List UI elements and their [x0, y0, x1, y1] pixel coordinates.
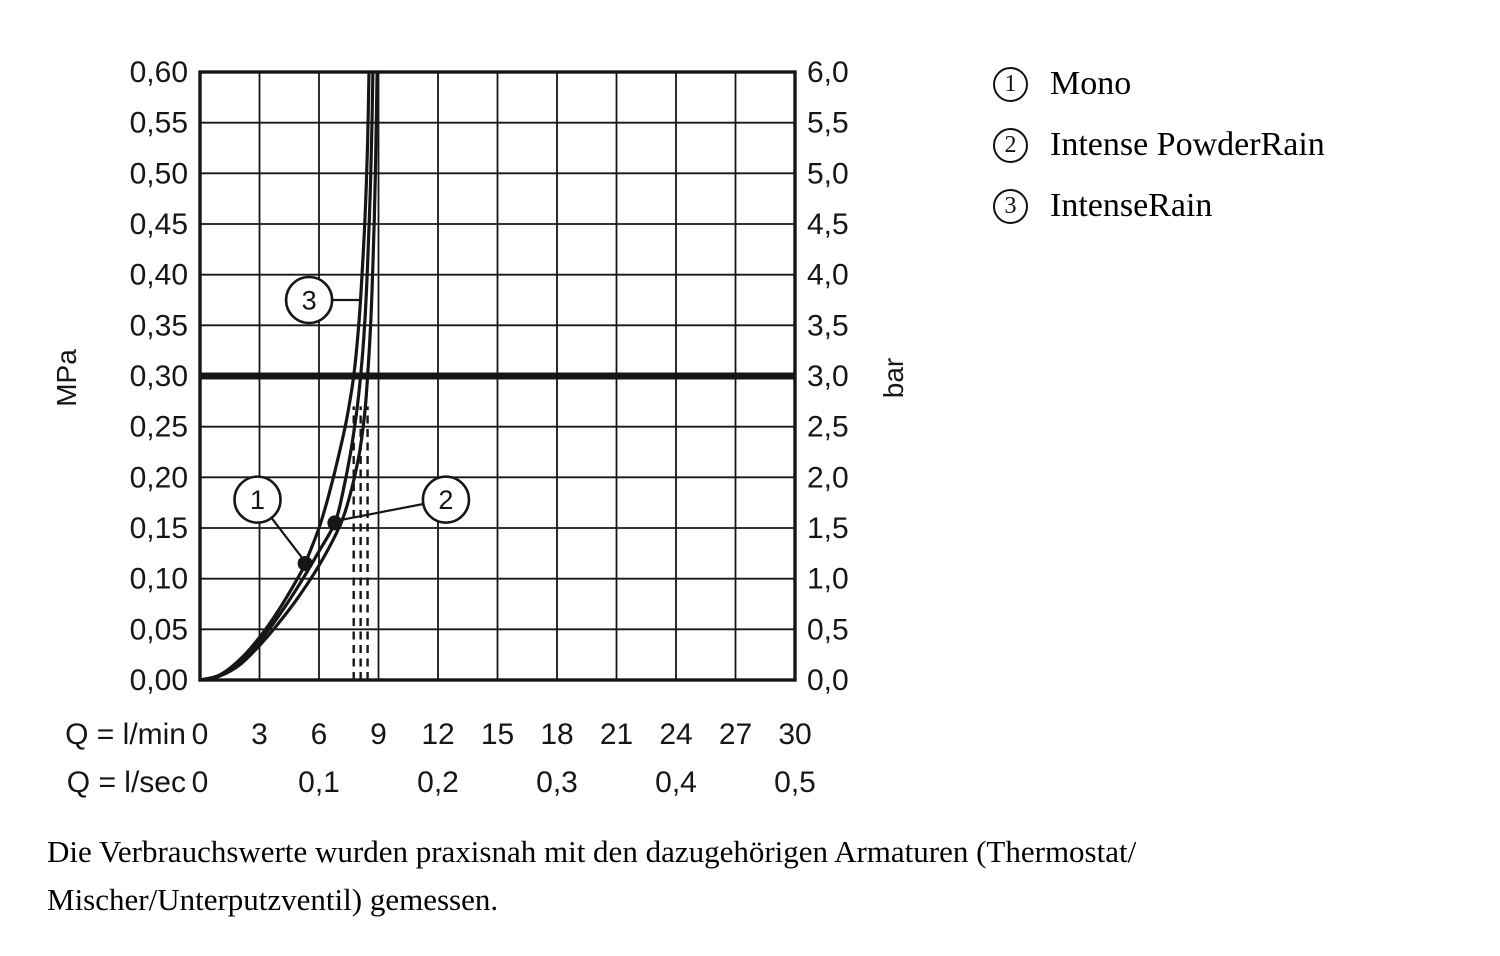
y-axis-right-ticks: 6,0 5,5 5,0 4,5 4,0 3,5 3,0 2,5 2,0 1,5 1,0 0,5 0,0 — [807, 56, 849, 697]
y-right-tick-label: 0,5 — [807, 613, 849, 646]
measured-point-marker — [327, 515, 343, 531]
footnote: Die Verbrauchswerte wurden praxisnah mit… — [47, 828, 1307, 924]
legend-number-circle: 3 — [993, 188, 1028, 224]
callout-circle-1 — [233, 475, 282, 524]
x-lmin-tick-label: 9 — [370, 718, 387, 751]
x-lmin-tick-label: 21 — [600, 718, 633, 751]
y-right-tick-label: 3,0 — [807, 360, 849, 393]
x-lsec-tick-label: 0,3 — [536, 766, 578, 799]
legend-label: Intense PowderRain — [1050, 126, 1325, 163]
y-left-tick-label: 0,30 — [130, 360, 188, 393]
footnote-line-2: Mischer/Unterputzventil) gemessen. — [47, 882, 499, 918]
y-right-tick-label: 5,5 — [807, 107, 849, 140]
curve-intenserain — [198, 70, 379, 682]
x-lmin-tick-label: 30 — [778, 718, 811, 751]
callout-number: 1 — [250, 485, 265, 515]
axis-unit-labels: MPa bar — [51, 349, 909, 407]
y-right-tick-label: 3,5 — [807, 309, 849, 342]
callout-circle-2 — [421, 475, 471, 524]
legend-label: Mono — [1050, 65, 1132, 102]
legend-item-mono: 1 Mono — [993, 62, 1325, 106]
y-left-tick-label: 0,00 — [130, 664, 188, 697]
x-lmin-tick-label: 0 — [192, 718, 209, 751]
x-lmin-tick-label: 18 — [540, 718, 573, 751]
x-lmin-tick-label: 3 — [251, 718, 268, 751]
y-right-tick-label: 4,0 — [807, 259, 849, 292]
measured-points — [297, 515, 343, 571]
y-left-tick-label: 0,05 — [130, 613, 188, 646]
curve-intense-powderrain — [198, 70, 375, 682]
y-left-tick-label: 0,55 — [130, 107, 188, 140]
legend: 1 Mono 2 Intense PowderRain 3 IntenseRai… — [993, 62, 1325, 245]
y-axis-left-unit: MPa — [51, 349, 82, 407]
x-axis-lmin: Q = l/min 0 3 6 9 12 15 18 21 24 27 30 — [65, 718, 812, 751]
x-lsec-tick-label: 0,5 — [774, 766, 816, 799]
curve-mono — [198, 70, 371, 682]
legend-item-intense-powderrain: 2 Intense PowderRain — [993, 123, 1325, 167]
y-right-tick-label: 1,5 — [807, 512, 849, 545]
x-lmin-tick-label: 6 — [311, 718, 328, 751]
y-right-tick-label: 1,0 — [807, 563, 849, 596]
x-lmin-tick-label: 12 — [421, 718, 454, 751]
y-left-tick-label: 0,10 — [130, 563, 188, 596]
y-left-tick-label: 0,60 — [130, 56, 188, 89]
y-left-tick-label: 0,45 — [130, 208, 188, 241]
callout-circle-3 — [284, 275, 334, 325]
x-axis-lsec: Q = l/sec 0 0,1 0,2 0,3 0,4 0,5 — [67, 766, 816, 799]
y-right-tick-label: 6,0 — [807, 56, 849, 89]
y-left-tick-label: 0,25 — [130, 411, 188, 444]
y-right-tick-label: 2,5 — [807, 411, 849, 444]
legend-number-circle: 2 — [993, 127, 1028, 163]
x-lsec-tick-label: 0 — [192, 766, 209, 799]
y-left-tick-label: 0,35 — [130, 309, 188, 342]
x-lmin-tick-label: 24 — [659, 718, 692, 751]
y-axis-left-ticks: 0,60 0,55 0,50 0,45 0,40 0,35 0,30 0,25 0,20 0,15… — [130, 56, 188, 697]
x-axis-lsec-title: Q = l/sec — [67, 766, 186, 799]
callout-number: 3 — [302, 286, 317, 316]
y-axis-right-unit: bar — [878, 358, 909, 398]
y-right-tick-label: 4,5 — [807, 208, 849, 241]
dashed-flow-lines — [352, 406, 369, 680]
x-lsec-tick-label: 0,4 — [655, 766, 697, 799]
x-axis-lmin-title: Q = l/min — [65, 718, 186, 751]
curve-callouts: 1 2 3 — [233, 275, 471, 562]
x-lsec-tick-label: 0,2 — [417, 766, 459, 799]
footnote-line-1: Die Verbrauchswerte wurden praxisnah mit… — [47, 834, 1137, 869]
measured-point-marker — [297, 555, 313, 571]
y-right-tick-label: 2,0 — [807, 461, 849, 494]
legend-label: IntenseRain — [1050, 187, 1213, 224]
y-left-tick-label: 0,50 — [130, 157, 188, 190]
x-lmin-tick-label: 27 — [719, 718, 752, 751]
legend-item-intenserain: 3 IntenseRain — [993, 184, 1325, 228]
y-left-tick-label: 0,15 — [130, 512, 188, 545]
callout-number: 2 — [438, 485, 453, 515]
legend-number-circle: 1 — [993, 66, 1028, 102]
x-lsec-tick-label: 0,1 — [298, 766, 340, 799]
y-right-tick-label: 0,0 — [807, 664, 849, 697]
y-right-tick-label: 5,0 — [807, 157, 849, 190]
y-left-tick-label: 0,20 — [130, 461, 188, 494]
y-left-tick-label: 0,40 — [130, 259, 188, 292]
x-lmin-tick-label: 15 — [481, 718, 514, 751]
